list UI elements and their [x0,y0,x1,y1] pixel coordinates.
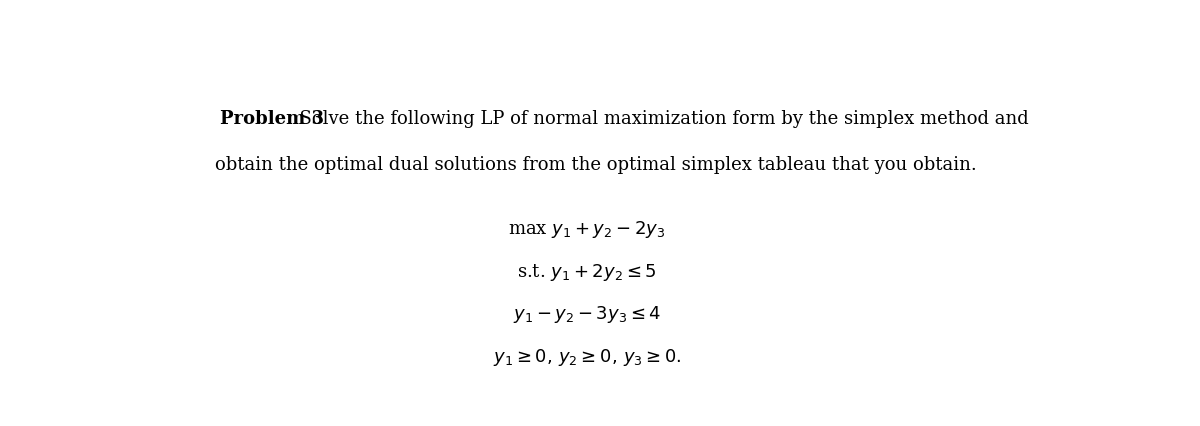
Text: Problem 3: Problem 3 [220,110,324,128]
Text: s.t. $y_1 + 2y_2 \leq 5$: s.t. $y_1 + 2y_2 \leq 5$ [517,261,656,282]
Text: $y_1 \geq 0,\, y_2 \geq 0,\, y_3 \geq 0.$: $y_1 \geq 0,\, y_2 \geq 0,\, y_3 \geq 0.… [493,346,682,367]
Text: $y_1 - y_2 - 3y_3 \leq 4$: $y_1 - y_2 - 3y_3 \leq 4$ [514,304,661,325]
Text: Solve the following LP of normal maximization form by the simplex method and: Solve the following LP of normal maximiz… [288,110,1028,128]
Text: max $y_1 + y_2 - 2y_3$: max $y_1 + y_2 - 2y_3$ [509,219,666,239]
Text: obtain the optimal dual solutions from the optimal simplex tableau that you obta: obtain the optimal dual solutions from t… [215,156,977,174]
